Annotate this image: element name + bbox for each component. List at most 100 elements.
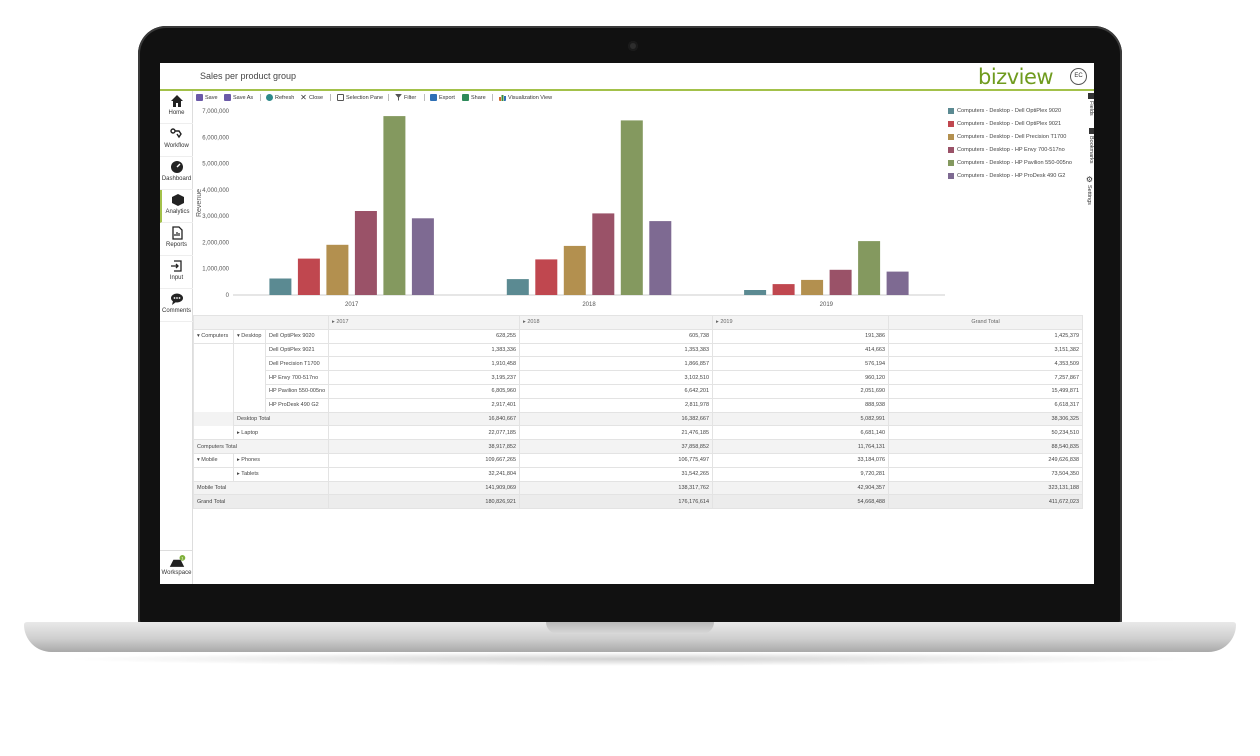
table-cell (233, 356, 266, 371)
bar (829, 269, 852, 295)
column-header-2019[interactable]: ▸ 2019 (712, 315, 890, 330)
cell-text: 176,176,614 (678, 498, 710, 505)
table-cell[interactable]: ▸ Tablets (232, 466, 330, 482)
legend-item[interactable]: Computers - Desktop - Dell OptiPlex 9020 (948, 107, 1072, 120)
legend-item[interactable]: Computers - Desktop - Dell OptiPlex 9021 (948, 120, 1072, 133)
sidebar-item-home[interactable]: Home (160, 91, 193, 124)
column-header-label: 2018 (527, 319, 540, 326)
table-cell (193, 356, 234, 371)
cell-text: 73,504,350 (1051, 471, 1080, 478)
share-button[interactable]: Share (462, 93, 486, 103)
cell-text: 960,120 (865, 374, 886, 381)
workspace-icon: 1 (169, 555, 185, 567)
bar (411, 218, 434, 295)
bar (535, 259, 558, 295)
column-header-2017[interactable]: ▸ 2017 (328, 315, 521, 330)
collapse-icon[interactable]: ▾ (197, 333, 202, 340)
cell-text: 6,618,317 (1054, 402, 1080, 409)
laptop-notch (546, 622, 714, 634)
app-screen: Sales per product group bizview EC Home … (160, 63, 1094, 584)
legend-item[interactable]: Computers - Desktop - Dell Precision T17… (948, 133, 1072, 146)
table-row: HP Pavilion 550-005no 6,805,960 6,642,201 2… (193, 383, 1084, 399)
cell-text: 3,151,382 (1054, 346, 1080, 353)
workspace-label: Workspace (161, 570, 192, 576)
table-cell: 9,720,281 (712, 466, 890, 482)
table-cell[interactable]: ▾ Mobile (193, 452, 234, 468)
filter-button[interactable]: Filter (395, 93, 416, 103)
cell-text: 2,811,978 (684, 402, 710, 409)
refresh-button[interactable]: Refresh (266, 93, 294, 103)
save-button[interactable]: Save (196, 93, 218, 103)
workspace-button[interactable]: 1 Workspace (160, 550, 193, 584)
legend-item[interactable]: Computers - Desktop - HP Pavilion 550-00… (948, 159, 1072, 172)
sidebar-item-comments[interactable]: Comments (160, 289, 193, 322)
sidebar-item-label: Comments (161, 308, 191, 314)
cell-text: 33,184,076 (857, 457, 886, 464)
table-row: Mobile Total 141,909,069 138,317,762 42,904… (192, 480, 1084, 496)
table-cell[interactable]: ▸ Laptop (232, 425, 330, 441)
legend-item[interactable]: Computers - Desktop - HP ProDesk 490 G2 (948, 172, 1072, 185)
y-tick-label: 7,000,000 (202, 109, 229, 115)
table-row: Desktop Total 16,840,667 16,382,667 5,082,9… (193, 411, 1084, 427)
table-row: ▾ Computers ▾ Desktop Dell OptiPlex 9020 62… (193, 328, 1084, 344)
table-cell (193, 412, 234, 426)
sidebar-item-workflow[interactable]: Workflow (160, 124, 193, 157)
cell-text: 109,667,265 (485, 457, 517, 464)
legend-swatch (948, 159, 954, 166)
sidebar-item-analytics[interactable]: Analytics (160, 190, 193, 223)
visualization-view-button[interactable]: Visualization View (499, 93, 552, 103)
user-avatar[interactable]: EC (1070, 68, 1087, 85)
table-cell: 38,306,325 (888, 411, 1084, 427)
legend-item[interactable]: Computers - Desktop - HP Envy 700-517no (948, 146, 1072, 159)
comments-icon (170, 293, 183, 305)
fields-tab[interactable]: Fields (1084, 93, 1094, 116)
table-cell: 3,102,510 (519, 370, 714, 385)
table-row: Grand Total 180,826,921 176,176,614 54,668,… (192, 494, 1084, 510)
settings-tab[interactable]: ⚙Settings (1084, 175, 1094, 205)
table-cell[interactable]: ▾ Computers (193, 328, 234, 344)
sidebar-item-input[interactable]: Input (160, 256, 193, 289)
table-cell: 5,082,991 (712, 411, 890, 427)
legend-label: Computers - Desktop - HP Pavilion 550-00… (957, 160, 1072, 166)
row-header-corner (192, 315, 330, 330)
table-cell: 141,909,069 (328, 480, 521, 496)
save-label: Save (205, 95, 218, 101)
cell-text: Dell OptiPlex 9021 (269, 346, 315, 353)
table-cell: HP Pavilion 550-005no (264, 383, 330, 399)
table-cell: 1,910,458 (328, 356, 521, 372)
legend-swatch (948, 172, 954, 179)
column-header-2018[interactable]: ▸ 2018 (519, 315, 714, 330)
selection-pane-button[interactable]: Selection Pane (337, 93, 383, 103)
expand-icon[interactable]: ▸ (237, 457, 242, 464)
expand-icon[interactable]: ▸ (237, 429, 242, 436)
collapse-icon[interactable]: ▾ (237, 333, 242, 340)
save-as-button[interactable]: Save As (224, 93, 253, 103)
export-button[interactable]: Export (430, 93, 455, 103)
table-cell: 2,917,401 (328, 397, 521, 413)
cell-text: 2,917,401 (491, 402, 517, 409)
bar (592, 213, 615, 295)
right-rail: Fields Bookmarks ⚙Settings (1084, 93, 1094, 233)
y-tick-label: 3,000,000 (202, 214, 229, 220)
table-cell: 33,184,076 (712, 452, 890, 468)
close-button[interactable]: ✕ Close (300, 93, 323, 103)
reports-icon (171, 226, 183, 240)
bar (649, 221, 672, 295)
expand-icon[interactable]: ▸ (237, 471, 242, 478)
table-cell[interactable]: ▾ Desktop (233, 328, 266, 344)
table-cell: 32,241,804 (328, 466, 521, 482)
table-cell: 628,255 (328, 328, 521, 344)
table-cell: 3,195,237 (328, 370, 521, 385)
bookmarks-tab[interactable]: Bookmarks (1084, 128, 1094, 164)
table-cell[interactable]: ▸ Phones (232, 452, 330, 468)
sidebar-item-dashboard[interactable]: Dashboard (160, 157, 193, 190)
bizview-logo[interactable]: bizview (978, 65, 1054, 89)
table-cell: Grand Total (192, 494, 330, 510)
sidebar-item-reports[interactable]: Reports (160, 223, 193, 256)
export-icon (430, 94, 437, 102)
table-cell: 323,131,188 (888, 480, 1084, 496)
sidebar-item-label: Dashboard (161, 176, 192, 182)
collapse-icon[interactable]: ▾ (197, 457, 202, 464)
legend-swatch (948, 120, 954, 127)
table-cell: 6,618,317 (888, 397, 1084, 413)
